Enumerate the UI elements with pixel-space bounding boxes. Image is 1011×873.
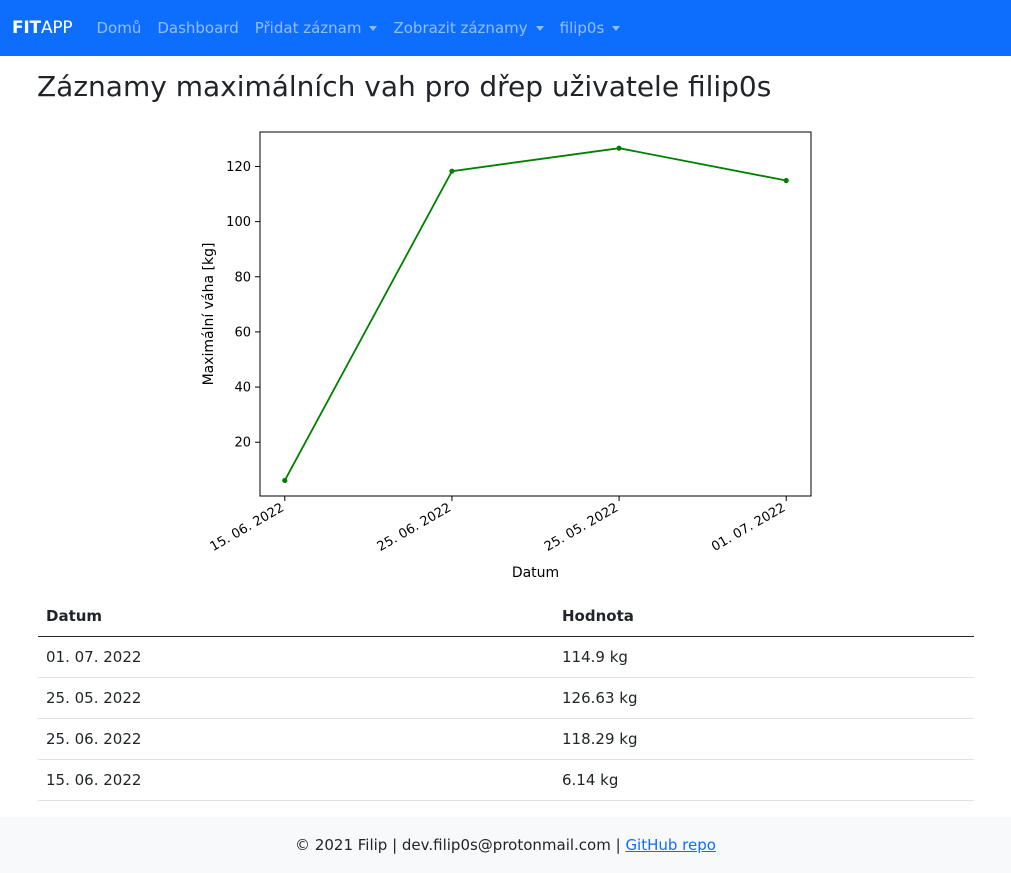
brand-rest: APP	[40, 18, 73, 38]
records-table: Datum Hodnota 01. 07. 2022 114.9 kg 25. …	[38, 596, 974, 801]
plot-frame	[259, 131, 812, 497]
nav-show-records-dropdown[interactable]: Zobrazit záznamy	[393, 19, 544, 37]
column-header-value: Hodnota	[554, 596, 974, 637]
y-tick-label: 100	[226, 215, 251, 230]
y-tick-label: 80	[234, 270, 251, 285]
nav-add-record-dropdown[interactable]: Přidat záznam	[255, 19, 378, 37]
brand-bold: FIT	[12, 18, 41, 38]
data-point	[282, 477, 288, 484]
navbar: FITAPP Domů Dashboard Přidat záznam Zobr…	[0, 0, 1011, 56]
data-point	[616, 145, 622, 151]
y-tick-label: 40	[234, 381, 251, 396]
cell-date: 15. 06. 2022	[38, 759, 554, 801]
x-tick-label: 01. 07. 2022	[709, 500, 788, 554]
x-tick-label: 25. 06. 2022	[375, 500, 454, 554]
github-repo-link[interactable]: GitHub repo	[625, 836, 716, 854]
table-header-row: Datum Hodnota	[38, 596, 974, 637]
cell-value: 126.63 kg	[554, 677, 974, 719]
y-tick-label: 20	[234, 436, 251, 451]
x-axis-label: Datum	[512, 565, 559, 581]
series-line	[284, 147, 787, 481]
caret-down-icon	[612, 25, 621, 31]
cell-date: 25. 05. 2022	[38, 677, 554, 719]
cell-value: 118.29 kg	[554, 718, 974, 760]
nav-dashboard[interactable]: Dashboard	[157, 19, 238, 37]
x-tick-label: 15. 06. 2022	[208, 500, 287, 554]
table-row: 15. 06. 2022 6.14 kg	[38, 759, 974, 801]
footer-text: © 2021 Filip | dev.filip0s@protonmail.co…	[295, 836, 626, 854]
x-tick-label: 25. 05. 2022	[542, 500, 621, 554]
table-row: 01. 07. 2022 114.9 kg	[38, 636, 974, 678]
nav-show-records-label: Zobrazit záznamy	[393, 19, 528, 37]
nav-home-label: Domů	[96, 19, 142, 37]
nav-dashboard-label: Dashboard	[157, 19, 239, 37]
weight-chart: 20 40 60 80 100 120 15. 06. 2022 25. 06. 2022 25…	[201, 131, 812, 581]
nav-add-record-label: Přidat záznam	[254, 19, 362, 37]
table-row: 25. 05. 2022 126.63 kg	[38, 677, 974, 719]
cell-value: 6.14 kg	[554, 759, 974, 801]
cell-date: 25. 06. 2022	[38, 718, 554, 760]
page-title: Záznamy maximálních vah pro dřep uživate…	[37, 70, 772, 103]
caret-down-icon	[369, 25, 378, 31]
cell-value: 114.9 kg	[554, 636, 974, 678]
table-row: 25. 06. 2022 118.29 kg	[38, 718, 974, 760]
cell-date: 01. 07. 2022	[38, 636, 554, 678]
y-tick-label: 60	[234, 325, 251, 340]
nav-user-dropdown[interactable]: filip0s	[560, 19, 621, 37]
footer: © 2021 Filip | dev.filip0s@protonmail.co…	[0, 817, 1011, 873]
data-point	[449, 168, 455, 174]
y-tick-label: 120	[226, 160, 251, 175]
data-point	[783, 177, 789, 184]
brand-logo[interactable]: FITAPP	[12, 18, 73, 38]
column-header-date: Datum	[38, 596, 554, 637]
y-axis-label: Maximální váha [kg]	[201, 243, 217, 386]
nav-user-label: filip0s	[559, 19, 605, 37]
caret-down-icon	[535, 25, 544, 31]
nav-home[interactable]: Domů	[96, 19, 141, 37]
